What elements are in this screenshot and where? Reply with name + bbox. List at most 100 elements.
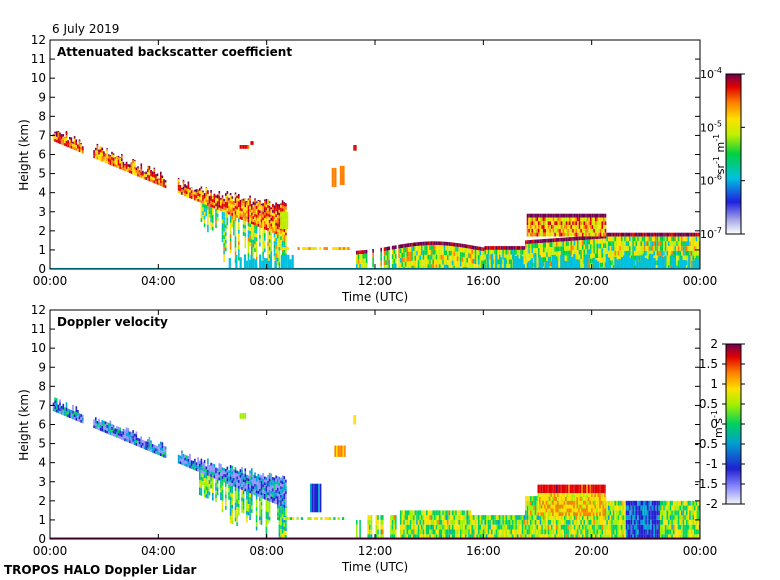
heatmap-cell	[70, 140, 73, 143]
heatmap-cell	[508, 246, 511, 250]
heatmap-cell	[52, 138, 55, 142]
heatmap-cell	[666, 255, 668, 261]
heatmap-cell	[200, 480, 203, 485]
heatmap-cell	[272, 499, 274, 503]
heatmap-cell	[202, 203, 204, 208]
heatmap-cell	[529, 248, 532, 254]
heatmap-cell	[434, 524, 436, 530]
heatmap-cell	[435, 245, 438, 250]
heatmap-cell	[207, 205, 209, 210]
heatmap-cell	[252, 201, 255, 205]
heatmap-cell	[142, 445, 144, 449]
heatmap-cell	[385, 247, 387, 251]
heatmap-cell	[689, 232, 691, 237]
heatmap-cell	[695, 250, 698, 256]
heatmap-cell	[622, 250, 625, 256]
heatmap-cell	[277, 253, 279, 258]
heatmap-cell	[251, 250, 253, 255]
heatmap-cell	[416, 250, 418, 256]
heatmap-cell	[205, 475, 208, 479]
heatmap-cell	[685, 246, 688, 251]
heatmap-cell	[52, 408, 55, 412]
heatmap-cell	[259, 520, 261, 525]
heatmap-cell	[503, 246, 506, 250]
heatmap-cell	[267, 260, 270, 269]
heatmap-cell	[440, 529, 443, 535]
heatmap-cell	[529, 496, 532, 501]
heatmap-cell	[181, 189, 183, 192]
heatmap-cell	[557, 529, 560, 535]
heatmap-cell	[585, 254, 587, 259]
heatmap-cell	[414, 534, 417, 539]
heatmap-cell	[277, 211, 279, 215]
heatmap-cell	[529, 510, 532, 516]
heatmap-cell	[586, 225, 589, 229]
heatmap-cell	[75, 406, 78, 410]
heatmap-cell	[278, 509, 281, 514]
heatmap-cell	[508, 259, 511, 265]
heatmap-cell	[599, 235, 602, 239]
heatmap-cell	[95, 420, 97, 424]
heatmap-cell	[659, 246, 662, 251]
heatmap-cell	[247, 241, 250, 246]
heatmap-cell	[636, 255, 639, 269]
heatmap-cell	[251, 235, 253, 240]
heatmap-cell	[241, 145, 243, 149]
heatmap-cell	[56, 131, 58, 135]
heatmap-cell	[432, 534, 434, 539]
heatmap-cell	[581, 524, 584, 530]
heatmap-cell	[233, 205, 235, 208]
heatmap-cell	[455, 510, 457, 516]
heatmap-cell	[163, 451, 165, 455]
heatmap-cell	[585, 213, 587, 218]
heatmap-cell	[135, 167, 138, 171]
heatmap-cell	[277, 203, 279, 207]
heatmap-cell	[507, 259, 509, 265]
heatmap-cell	[225, 498, 227, 503]
heatmap-cell	[609, 510, 612, 516]
heatmap-cell	[236, 507, 238, 511]
heatmap-cell	[242, 214, 245, 218]
heatmap-cell	[458, 243, 460, 248]
heatmap-cell	[624, 500, 626, 506]
heatmap-cell	[625, 500, 628, 506]
heatmap-cell	[278, 482, 281, 486]
heatmap-cell	[542, 519, 545, 525]
heatmap-cell	[268, 478, 271, 482]
heatmap-cell	[604, 228, 607, 233]
heatmap-cell	[443, 241, 446, 246]
heatmap-cell	[570, 221, 573, 226]
heatmap-cell	[591, 213, 594, 218]
heatmap-cell	[70, 145, 73, 149]
heatmap-cell	[588, 519, 590, 525]
heatmap-cell	[239, 486, 242, 490]
heatmap-cell	[246, 201, 248, 205]
heatmap-cell	[447, 515, 449, 520]
heatmap-cell	[525, 244, 527, 249]
heatmap-cell	[283, 231, 286, 235]
heatmap-cell	[215, 203, 217, 207]
heatmap-cell	[531, 534, 534, 539]
x-tick-label: 08:00	[249, 274, 284, 288]
colorbar-tick-label: 10-7	[700, 226, 722, 241]
heatmap-cell	[268, 228, 271, 232]
heatmap-cell	[427, 510, 430, 516]
heatmap-cell	[257, 482, 260, 486]
heatmap-cell	[138, 444, 141, 448]
heatmap-cell	[500, 515, 503, 520]
heatmap-cell	[393, 254, 395, 259]
heatmap-cell	[533, 253, 535, 258]
heatmap-cell	[559, 519, 561, 525]
heatmap-cell	[403, 257, 405, 263]
heatmap-cell	[560, 529, 563, 535]
heatmap-cell	[249, 242, 251, 247]
heatmap-cell	[114, 428, 117, 432]
heatmap-cell	[463, 244, 465, 248]
heatmap-cell	[554, 217, 556, 222]
heatmap-cell	[390, 519, 392, 525]
heatmap-cell	[638, 232, 641, 237]
heatmap-cell	[450, 255, 452, 261]
heatmap-cell	[681, 246, 683, 251]
colorbar-tick-base: 10	[700, 121, 714, 134]
heatmap-cell	[59, 135, 61, 139]
